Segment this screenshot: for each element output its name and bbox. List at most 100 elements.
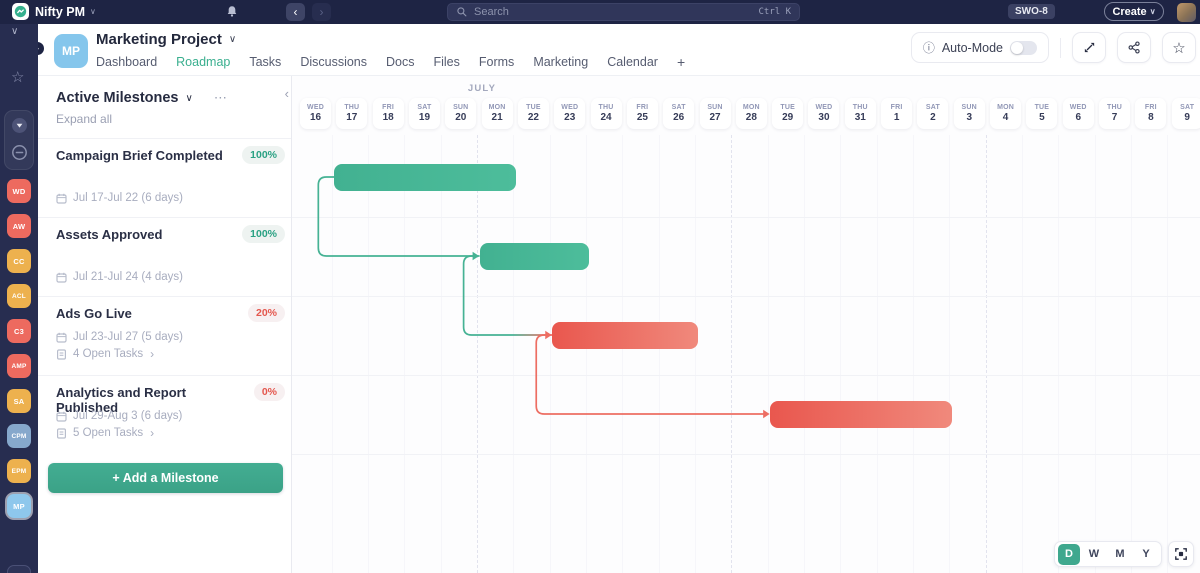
inbox-icon[interactable] [11,144,28,161]
day-header-sun-3: SUN 3 [953,98,985,129]
day-of-week: TUE [780,104,795,111]
share-button[interactable] [1117,32,1151,63]
view-option-y[interactable]: Y [1142,548,1150,560]
milestone-row[interactable]: Assets Approved 100% Jul 21-Jul 24 (4 days… [38,217,291,296]
search-input[interactable]: Search Ctrl K [447,3,800,21]
day-of-week: THU [344,104,360,111]
day-number: 5 [1039,112,1045,123]
sidebar-item-amp[interactable]: AMP [7,354,31,378]
tasks-icon [57,427,67,439]
day-header-thu-24: THU 24 [590,98,622,129]
view-option-d[interactable]: D [1058,543,1080,565]
milestone-row[interactable]: Analytics and Report Published 0% Jul 29-A… [38,375,291,454]
day-gridline [404,135,406,573]
day-gridline [840,135,842,573]
add-milestone-button[interactable]: + Add a Milestone [48,463,283,493]
sidebar-item-mp[interactable]: MP [7,494,31,518]
tab-docs[interactable]: Docs [386,55,415,69]
milestone-open-tasks[interactable]: 4 Open Tasks › [56,347,183,361]
day-of-week: TUE [526,104,541,111]
auto-mode-control[interactable]: ⓘ Auto-Mode [910,32,1049,63]
tab-discussions[interactable]: Discussions [300,55,367,69]
milestone-open-tasks[interactable]: 5 Open Tasks › [56,426,182,440]
day-of-week: FRI [1144,104,1157,111]
day-number: 21 [491,112,503,123]
day-gridline [513,135,515,573]
milestone-meta: Jul 23-Jul 27 (5 days) 4 Open Tasks › [56,331,183,361]
gantt-bar-2[interactable] [552,321,698,349]
gantt-bar-0[interactable] [334,163,516,191]
auto-mode-toggle[interactable] [1010,40,1037,55]
history-forward-button[interactable]: › [312,3,331,21]
favorite-star-button[interactable]: ☆ [1162,32,1196,63]
view-option-m[interactable]: M [1115,548,1125,560]
sidebar-item-aw[interactable]: AW [7,214,31,238]
view-option-w[interactable]: W [1088,548,1100,560]
day-of-week: SAT [671,104,686,111]
sidebar-item-cpm[interactable]: CPM [7,424,31,448]
connector-arrow-icon [545,330,552,340]
create-button[interactable]: Create ∨ [1104,2,1164,21]
calendar-icon [56,332,67,343]
notifications-bell-icon[interactable] [225,4,239,24]
open-tasks-text: 4 Open Tasks [73,348,144,360]
day-header-mon-28: MON 28 [735,98,767,129]
day-number: 24 [600,112,612,123]
chevron-right-icon: › [150,347,155,361]
user-avatar[interactable] [1177,2,1196,22]
favorites-star-icon[interactable]: ☆ [11,69,25,86]
sidebar-item-sa[interactable]: SA [7,389,31,413]
tab-dashboard[interactable]: Dashboard [96,55,158,69]
tab-forms[interactable]: Forms [478,55,515,69]
progress-badge: 100% [242,146,285,164]
sidebar-chevron-icon[interactable]: ∨ [11,26,19,37]
day-of-week: SUN [961,104,977,111]
row-gridline [292,374,1200,376]
tab-marketing[interactable]: Marketing [533,55,589,69]
milestone-row[interactable]: Ads Go Live 20% Jul 23-Jul 27 (5 days) 4 Op… [38,296,291,375]
sidebar-item-epm[interactable]: EPM [7,459,31,483]
day-of-week: WED [307,104,324,111]
day-gridline [803,135,805,573]
panel-collapse-icon[interactable]: ‹ [284,86,289,101]
my-work-icon[interactable] [11,117,28,134]
sidebar-item-wd[interactable]: WD [7,179,31,203]
milestone-meta: Jul 17-Jul 22 (6 days) [56,192,183,204]
milestone-row[interactable]: Campaign Brief Completed 100% Jul 17-Jul 2… [38,138,291,217]
workspace-badge[interactable]: SWO-8 [1008,4,1055,19]
sidebar-item-cc[interactable]: CC [7,249,31,273]
app-menu[interactable]: Nifty PM ∨ [12,3,96,20]
day-number: 7 [1111,112,1118,123]
milestones-title[interactable]: Active Milestones [56,90,179,106]
tab-roadmap[interactable]: Roadmap [176,55,231,69]
milestones-panel-header: Active Milestones ∨ ⋯ Expand all [38,76,291,138]
chevron-down-icon[interactable]: ∨ [185,92,193,104]
gantt-bar-1[interactable] [479,242,589,270]
day-number: 30 [818,112,830,123]
sidebar-item-acl[interactable]: ACL [7,284,31,308]
gantt-bar-3[interactable] [770,400,952,428]
sidebar-item-c3[interactable]: C3 [7,319,31,343]
tab-calendar[interactable]: Calendar [607,55,658,69]
day-header-thu-31: THU 31 [844,98,876,129]
history-back-button[interactable]: ‹ [286,3,305,21]
add-tab-button[interactable]: + [676,54,686,70]
day-of-week: MON [488,104,506,111]
day-of-week: SAT [925,104,940,111]
collapse-panels-button[interactable] [1072,32,1106,63]
tab-tasks[interactable]: Tasks [249,55,282,69]
milestones-menu-icon[interactable]: ⋯ [213,90,228,105]
day-of-week: SAT [1180,104,1195,111]
day-number: 31 [854,112,866,123]
edit-sidebar-icon[interactable]: ✎ [7,565,31,573]
day-number: 17 [346,112,358,123]
tab-files[interactable]: Files [433,55,460,69]
search-placeholder: Search [474,6,509,18]
fit-screen-button[interactable] [1168,541,1194,567]
day-of-week: THU [852,104,868,111]
day-number: 26 [673,112,685,123]
expand-all-link[interactable]: Expand all [56,112,113,126]
project-title-menu[interactable]: Marketing Project ∨ [96,31,236,48]
day-number: 22 [527,112,539,123]
